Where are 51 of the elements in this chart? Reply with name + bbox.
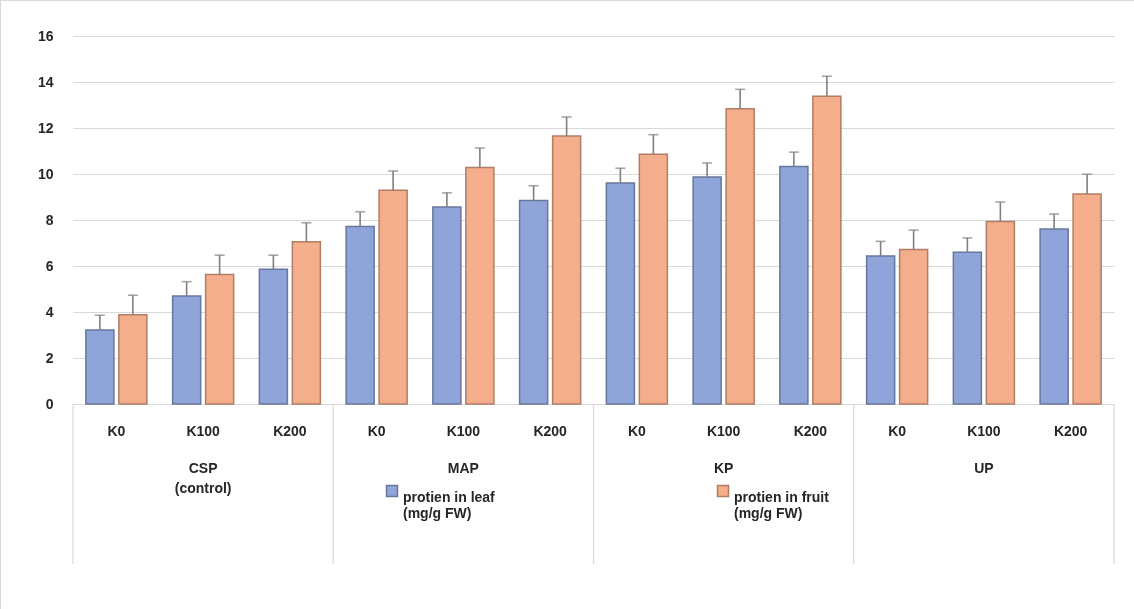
bar: [85, 329, 115, 405]
y-tick-label: 8: [45, 211, 54, 228]
bar: [898, 248, 929, 405]
bar: [605, 182, 636, 405]
y-tick-label: 2: [45, 349, 54, 366]
y-tick-label: 10: [37, 165, 54, 182]
bar: [952, 251, 983, 405]
y-tick-label: 14: [37, 73, 54, 90]
x-tick-label: K0: [107, 422, 126, 439]
bar: [865, 255, 896, 405]
bar: [291, 241, 322, 405]
bar: [465, 166, 495, 405]
x-tick-label: K200: [793, 422, 828, 439]
y-tick-label: 16: [37, 27, 54, 44]
x-tick-label: K0: [367, 422, 386, 439]
text: KP: [713, 460, 734, 476]
x-tick-label: K100: [967, 422, 1001, 439]
bar: [812, 95, 842, 405]
y-tick-label: 12: [37, 119, 54, 136]
bar: [1072, 193, 1102, 405]
bar: [432, 206, 462, 405]
bar: [258, 268, 289, 405]
x-tick-label: K200: [273, 422, 307, 439]
bar: [638, 153, 669, 405]
bar: [985, 220, 1016, 405]
bar: [118, 314, 148, 405]
bar: [551, 135, 582, 405]
bar: [725, 107, 755, 405]
x-tick-label: K100: [186, 422, 221, 439]
bar: [518, 199, 549, 405]
bar: [171, 295, 202, 405]
x-tick-label: K200: [1053, 422, 1088, 439]
legend-label: protien in fruit (mg/g FW): [734, 489, 830, 521]
x-tick-label: K100: [706, 422, 741, 439]
x-tick-label: K100: [446, 422, 481, 439]
x-tick-label: K0: [627, 422, 647, 439]
text: MAP: [447, 460, 479, 476]
y-tick-label: 4: [45, 303, 54, 320]
y-tick-label: 6: [45, 257, 54, 274]
bar: [378, 189, 408, 405]
x-tick-label: K0: [888, 422, 907, 439]
text: CSP (control): [174, 460, 232, 496]
bar: [345, 225, 375, 405]
bar: [204, 273, 235, 405]
legend-label: protien in leaf (mg/g FW): [403, 489, 496, 521]
bar: [779, 165, 809, 405]
x-tick-label: K200: [533, 422, 568, 439]
bar: [692, 176, 722, 405]
bar: [1039, 228, 1069, 405]
y-tick-label: 0: [45, 395, 54, 412]
text: UP: [974, 460, 994, 476]
